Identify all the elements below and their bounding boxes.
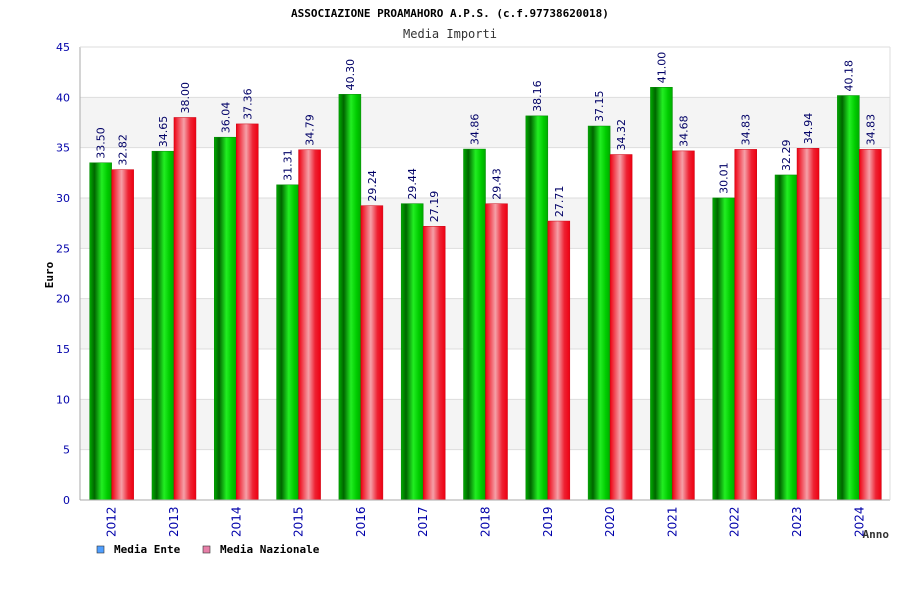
bar-media-ente-2015 — [276, 184, 299, 501]
legend-label-media-nazionale: Media Nazionale — [220, 543, 320, 556]
data-label: 32.82 — [117, 134, 130, 166]
x-tick-label: 2015 — [292, 506, 306, 537]
x-tick-label: 2017 — [416, 506, 430, 537]
data-label: 29.24 — [366, 170, 379, 202]
bar-media-nazionale-2014 — [236, 123, 259, 501]
data-label: 29.44 — [406, 168, 419, 200]
data-label: 31.31 — [282, 149, 295, 181]
x-tick-label: 2012 — [105, 506, 119, 537]
data-label: 37.15 — [593, 91, 606, 123]
data-label: 37.36 — [241, 88, 254, 120]
bar-media-nazionale-2013 — [173, 117, 197, 501]
bar-media-nazionale-2018 — [485, 203, 508, 501]
y-tick-labels: 0 5 10 15 20 25 30 35 40 45 — [56, 41, 70, 507]
bar-media-ente-2017 — [400, 203, 424, 501]
bar-media-nazionale-2016 — [360, 205, 384, 501]
bar-media-nazionale-2015 — [298, 149, 321, 501]
legend-label-media-ente: Media Ente — [114, 543, 181, 556]
data-label: 27.19 — [428, 191, 441, 223]
bar-media-ente-2022 — [712, 197, 735, 501]
data-label: 29.43 — [491, 168, 504, 200]
x-tick-label: 2022 — [728, 506, 742, 537]
y-axis-label: Euro — [43, 261, 56, 288]
x-tick-label: 2019 — [541, 506, 555, 537]
bar-media-nazionale-2021 — [672, 150, 695, 501]
bar-media-nazionale-2012 — [111, 169, 134, 501]
bar-media-ente-2021 — [650, 87, 673, 501]
x-tick-label: 2020 — [603, 506, 617, 537]
y-tick-label: 20 — [56, 293, 70, 306]
bar-media-nazionale-2024 — [859, 149, 882, 501]
x-tick-label: 2021 — [665, 506, 679, 537]
data-label: 34.32 — [615, 119, 628, 151]
data-label: 34.94 — [802, 113, 815, 145]
y-tick-label: 30 — [56, 192, 70, 205]
bar-media-nazionale-2017 — [422, 226, 446, 501]
bar-media-ente-2013 — [151, 150, 175, 501]
chart-title: ASSOCIAZIONE PROAMAHORO A.P.S. (c.f.9773… — [291, 7, 609, 20]
data-label: 34.83 — [740, 114, 753, 146]
legend: Media Ente Media Nazionale — [96, 543, 320, 556]
x-tick-label: 2016 — [354, 506, 368, 537]
data-label: 41.00 — [655, 52, 668, 84]
bars — [89, 87, 882, 501]
x-tick-label: 2023 — [790, 506, 804, 537]
bar-media-ente-2020 — [587, 125, 611, 501]
bar-media-ente-2024 — [837, 95, 860, 501]
data-label: 34.86 — [469, 114, 482, 146]
x-axis-label: Anno — [863, 528, 890, 541]
chart-subtitle: Media Importi — [403, 27, 497, 41]
y-tick-label: 0 — [63, 494, 70, 507]
y-tick-label: 25 — [56, 242, 70, 255]
bar-media-nazionale-2019 — [547, 220, 571, 501]
plot-band — [80, 97, 890, 148]
y-tick-label: 5 — [63, 444, 70, 457]
data-labels: 33.50 32.82 34.65 38.00 36.04 37.36 31.31 34.79… — [95, 52, 878, 223]
data-label: 36.04 — [219, 102, 232, 134]
bar-media-ente-2018 — [463, 148, 486, 501]
data-label: 40.30 — [344, 59, 357, 91]
plot-band — [80, 47, 890, 98]
data-label: 32.29 — [780, 139, 793, 171]
legend-swatch-media-nazionale — [202, 545, 211, 554]
y-tick-label: 40 — [56, 91, 70, 104]
data-label: 38.16 — [531, 80, 544, 112]
x-tick-label: 2024 — [852, 506, 866, 537]
data-label: 40.18 — [842, 60, 855, 92]
x-tick-label: 2014 — [229, 506, 243, 537]
bar-media-nazionale-2020 — [609, 154, 633, 501]
data-label: 34.79 — [304, 114, 317, 146]
data-label: 34.65 — [157, 116, 170, 148]
data-label: 38.00 — [179, 82, 192, 114]
legend-swatch-media-ente — [96, 545, 105, 554]
bar-media-ente-2012 — [89, 162, 112, 501]
bar-media-ente-2016 — [338, 94, 362, 501]
axes — [79, 46, 891, 501]
bar-media-ente-2019 — [525, 115, 549, 501]
x-tick-label: 2013 — [167, 506, 181, 537]
bar-media-nazionale-2022 — [734, 149, 757, 501]
y-tick-label: 15 — [56, 343, 70, 356]
data-label: 27.71 — [553, 186, 566, 218]
bar-media-nazionale-2023 — [796, 148, 820, 501]
y-tick-label: 10 — [56, 393, 70, 406]
data-label: 33.50 — [95, 127, 108, 158]
x-tick-label: 2018 — [479, 506, 493, 537]
x-tick-labels: 2012 2013 2014 2015 2016 2017 2018 2019 2020 2021… — [105, 506, 867, 537]
bar-media-ente-2014 — [214, 136, 237, 501]
data-label: 34.83 — [864, 114, 877, 146]
y-tick-label: 35 — [56, 142, 70, 155]
data-label: 30.01 — [718, 162, 731, 194]
bar-media-ente-2023 — [774, 174, 798, 501]
y-tick-label: 45 — [56, 41, 70, 54]
data-label: 34.68 — [677, 115, 690, 147]
